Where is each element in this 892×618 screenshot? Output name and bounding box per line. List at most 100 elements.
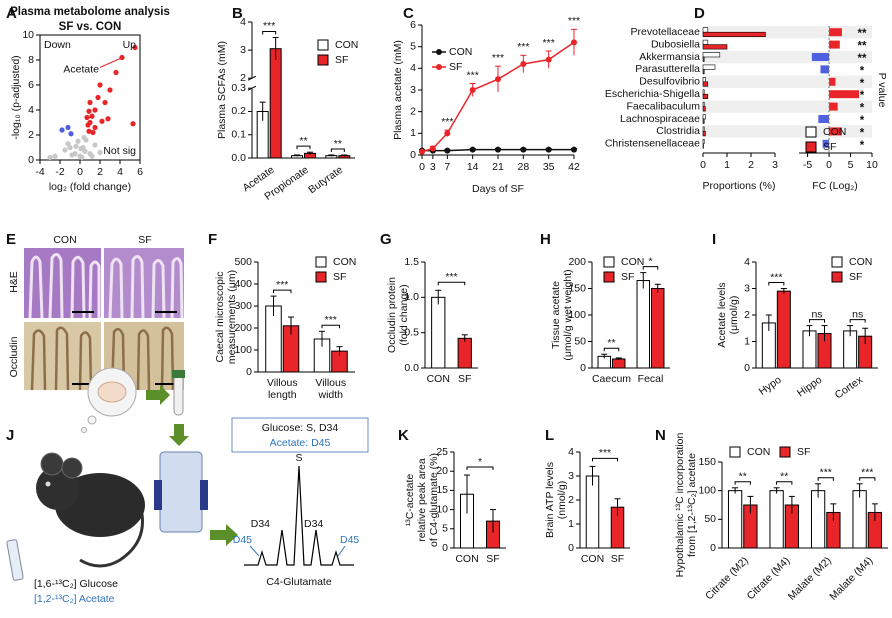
row-band [703,75,872,88]
legend-swatch [315,271,327,283]
y-tick-label: 100 [234,344,252,356]
x-axis-label: Days of SF [472,183,524,195]
fc-bar [829,127,842,136]
spectrum [244,465,354,566]
significance-label: *** [770,271,782,283]
y-tick-label: 1.5 [404,256,419,268]
y-axis-label: of C4-glutamate (%) [428,453,440,547]
bar [810,490,826,549]
category-label: Parasutterella [635,63,700,75]
legend-swatch [831,256,843,268]
point [469,87,476,93]
significance-bracket [466,466,494,471]
y-tick-label: 200 [568,256,586,268]
legend-swatch [729,446,741,458]
x-tick-label: 2 [97,166,103,178]
y-tick-label: 100 [568,309,586,321]
category-label: Faecalibaculum [626,100,700,112]
panel-j: J Glucose: S, D34 Acetate: D45 S D34 D34… [6,367,369,605]
point [495,76,501,83]
row-label: Occludin [8,336,20,377]
significance-label: *** [492,52,504,64]
x-tick-label: Caecum [592,373,631,385]
bar [802,330,817,369]
legend-swatch [831,271,843,283]
y-tick-label: 20 [436,465,448,477]
chart-title: Plasma metabolome analysis [10,6,170,18]
x-tick-label: 4 [117,166,123,178]
y-axis-label: Caecal microscopic [214,271,226,362]
p-value: * [860,90,865,102]
box-line: Acetate: D45 [270,437,331,449]
significance-label: *** [263,20,275,32]
bar [702,139,705,145]
y-tick-label: 400 [234,278,252,290]
region-label: Up [123,39,137,51]
bar [702,106,706,112]
stained-tissue [30,326,175,391]
bar [702,81,709,87]
panel-letter: O [482,615,494,618]
bar [702,77,706,83]
x-tick-label: 3 [430,161,436,173]
fc-bar [818,115,830,123]
point [92,107,98,113]
point [97,149,103,156]
p-value: ** [858,41,867,53]
y-tick-label: 500 [234,256,252,268]
legend-swatch [317,54,329,66]
y-tick-label: 0 [710,542,716,554]
x-tick-label: 0 [826,159,832,171]
point [495,146,501,153]
significance-label: ** [299,135,307,147]
x-tick-label: Hippo [795,374,824,400]
point [107,87,113,93]
point [429,145,436,152]
y-tick-label: 0.1 [231,129,246,141]
syringe [6,539,24,581]
x-tick-label: Hypo [757,374,784,398]
plot-frame [39,34,141,161]
fc-bar [820,65,830,74]
point [84,114,90,121]
bar [843,330,858,369]
row-band [703,100,872,113]
y-tick-label: 0.0 [231,152,246,164]
bar [702,39,709,45]
bar [702,93,709,99]
point [78,146,84,152]
panel-letter: L [545,427,554,444]
x-tick-label: CON [455,553,478,565]
x-tick-label: -5 [803,159,812,171]
y-axis-label: Plasma acetate (mM) [392,40,404,140]
point [92,142,98,148]
category-label: Lachnospiraceae [620,113,700,125]
legend-swatch [603,256,615,268]
point [69,152,75,158]
x-tick-label: 6 [137,166,143,178]
y-tick-label: 3 [240,44,246,56]
point [73,143,79,149]
panel-letter: F [208,231,217,248]
peak-label: D34 [304,518,323,530]
significance-label: *** [861,467,873,479]
significance-label: *** [325,314,337,326]
point [65,124,71,131]
y-axis-label: (fold change) [398,284,410,345]
region-label: Down [44,39,71,51]
y-tick-label: 4 [744,256,750,268]
significance-label: *** [445,271,457,283]
point [545,56,552,63]
y-tick-label: 300 [234,300,252,312]
y-tick-label: 0.2 [231,105,246,117]
bar [702,27,709,33]
point [79,154,85,161]
panel-letter: E [6,231,16,248]
box-line: Glucose: S, D34 [262,422,339,434]
x-tick-label: 0 [419,161,425,173]
significance-label: ** [739,471,747,483]
x-tick-label: 21 [492,161,504,173]
annotation: Acetate [63,63,99,75]
point [132,44,138,51]
x-tick-label: SF [611,553,624,565]
